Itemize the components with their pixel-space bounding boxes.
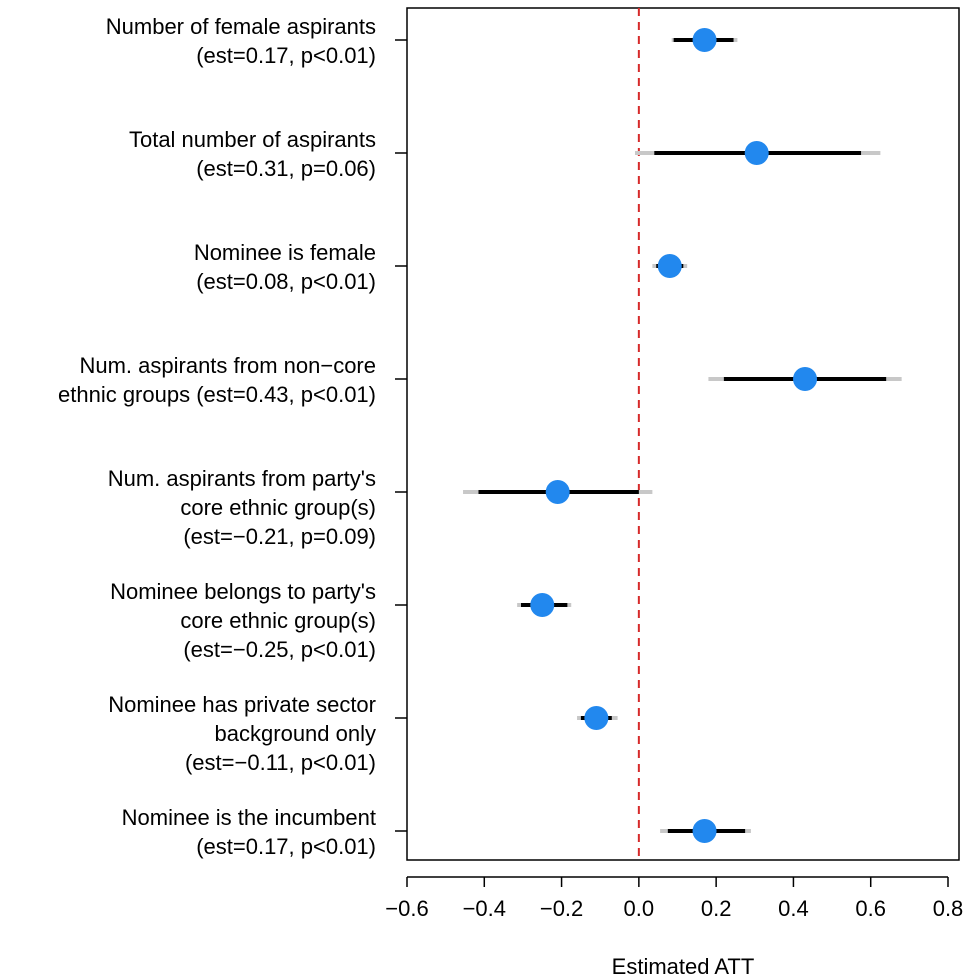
estimate-point <box>584 706 609 730</box>
estimate-point <box>744 141 769 165</box>
row-label: Nominee has private sector <box>108 692 376 717</box>
estimate-point <box>692 819 717 843</box>
estimate-point <box>793 367 818 391</box>
x-tick-label: 0.8 <box>933 896 964 921</box>
x-tick-label: −0.4 <box>463 896 506 921</box>
row-label: (est=0.08, p<0.01) <box>196 269 376 294</box>
row-label: (est=0.31, p=0.06) <box>196 156 376 181</box>
row-label: Nominee is the incumbent <box>122 805 376 830</box>
row-label: (est=0.17, p<0.01) <box>196 834 376 859</box>
estimate-point <box>657 254 682 278</box>
row-label: Nominee is female <box>194 240 376 265</box>
x-tick-label: 0.6 <box>855 896 886 921</box>
x-axis-title: Estimated ATT <box>612 954 755 979</box>
x-tick-label: −0.2 <box>540 896 583 921</box>
row-label: ethnic groups (est=0.43, p<0.01) <box>58 382 376 407</box>
row-label: Num. aspirants from non−core <box>79 353 376 378</box>
estimate-point <box>692 28 717 52</box>
row-label: (est=−0.11, p<0.01) <box>185 750 376 775</box>
row-label: Number of female aspirants <box>106 14 376 39</box>
row-label: background only <box>215 721 376 746</box>
row-label: (est=0.17, p<0.01) <box>196 43 376 68</box>
row-label: Total number of aspirants <box>129 127 376 152</box>
x-tick-label: 0.4 <box>778 896 809 921</box>
row-label: Num. aspirants from party's <box>108 466 376 491</box>
estimate-point <box>530 593 555 617</box>
plot-frame <box>406 7 960 861</box>
row-label: Nominee belongs to party's <box>110 579 376 604</box>
x-tick-label: 0.2 <box>701 896 732 921</box>
x-tick-label: −0.6 <box>385 896 428 921</box>
row-label: (est=−0.21, p=0.09) <box>183 524 376 549</box>
x-tick-label: 0.0 <box>624 896 655 921</box>
estimate-point <box>545 480 570 504</box>
row-label: core ethnic group(s) <box>180 495 376 520</box>
row-label: (est=−0.25, p<0.01) <box>183 637 376 662</box>
row-label: core ethnic group(s) <box>180 608 376 633</box>
